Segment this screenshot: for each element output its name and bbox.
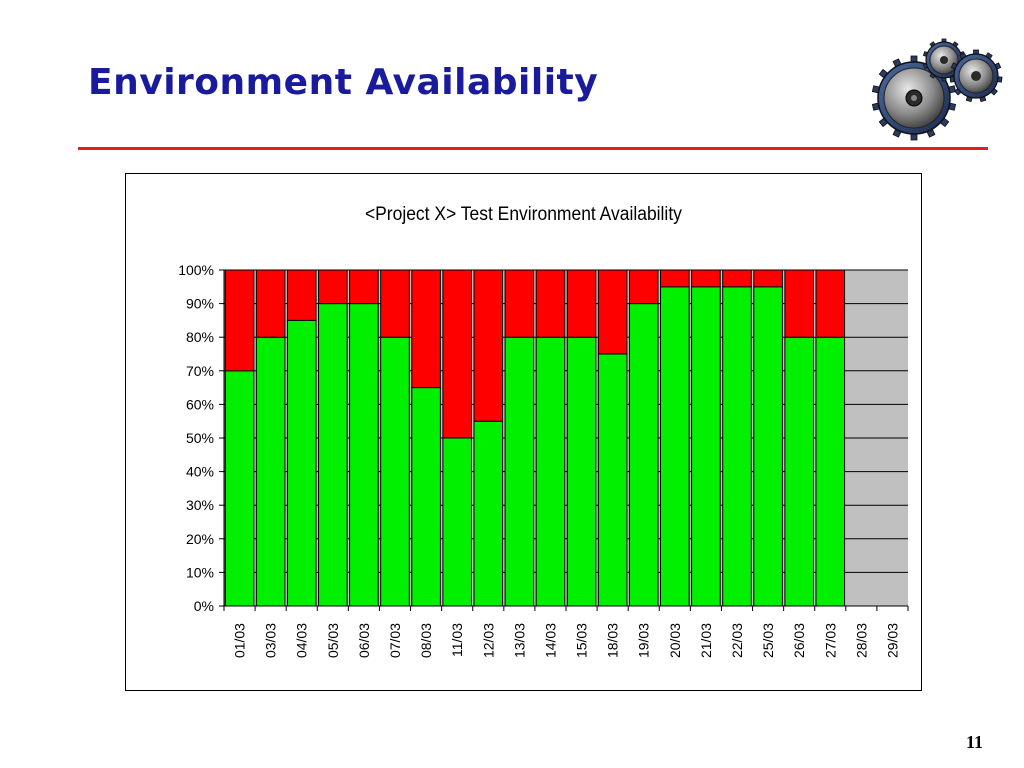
x-tick-label: 01/03 bbox=[232, 623, 248, 658]
bar-available bbox=[411, 387, 441, 607]
bar-unavailable bbox=[597, 269, 628, 355]
bar-available bbox=[628, 303, 659, 607]
x-tick-label: 27/03 bbox=[822, 623, 838, 658]
x-tick-label: 05/03 bbox=[325, 623, 341, 658]
y-tick-label: 100% bbox=[178, 262, 214, 278]
y-tick-label: 80% bbox=[186, 329, 214, 345]
bar-available bbox=[224, 370, 255, 607]
x-tick-label: 08/03 bbox=[418, 623, 434, 658]
availability-chart: <Project X> Test Environment Availabilit… bbox=[178, 202, 909, 658]
bar-available bbox=[504, 336, 535, 607]
bar-available bbox=[753, 286, 783, 607]
x-tick-label: 22/03 bbox=[729, 623, 745, 658]
bar-available bbox=[535, 336, 566, 607]
bar-unavailable bbox=[473, 269, 504, 422]
bar-available bbox=[286, 319, 317, 607]
y-tick-label: 40% bbox=[186, 464, 214, 480]
bar-unavailable bbox=[722, 269, 752, 288]
bar-unavailable bbox=[411, 269, 441, 389]
bar-unavailable bbox=[380, 269, 410, 338]
y-tick-label: 50% bbox=[186, 430, 214, 446]
x-tick-label: 25/03 bbox=[760, 623, 776, 658]
y-tick-label: 30% bbox=[186, 497, 214, 513]
x-tick-label: 19/03 bbox=[636, 623, 652, 658]
chart-frame: <Project X> Test Environment Availabilit… bbox=[125, 173, 922, 691]
bar-available bbox=[473, 420, 504, 607]
bar-unavailable bbox=[318, 269, 348, 305]
x-tick-label: 07/03 bbox=[387, 623, 403, 658]
bar-unavailable bbox=[753, 269, 783, 288]
x-tick-label: 28/03 bbox=[853, 623, 869, 658]
bar-unavailable bbox=[691, 269, 721, 288]
bar-unavailable bbox=[784, 269, 814, 338]
bar-unavailable bbox=[224, 269, 255, 372]
x-tick-label: 18/03 bbox=[605, 623, 621, 658]
bar-unavailable bbox=[442, 269, 472, 439]
gears-icon bbox=[871, 38, 1003, 141]
x-tick-label: 12/03 bbox=[480, 623, 496, 658]
bar-unavailable bbox=[349, 269, 379, 305]
chart-title: <Project X> Test Environment Availabilit… bbox=[365, 202, 683, 224]
bar-unavailable bbox=[535, 269, 566, 338]
page-number: 11 bbox=[966, 732, 984, 752]
bar-unavailable bbox=[628, 269, 659, 305]
slide-title: Environment Availability bbox=[88, 62, 599, 103]
bar-available bbox=[255, 336, 286, 607]
bar-unavailable bbox=[504, 269, 535, 338]
bar-available bbox=[691, 286, 721, 607]
bar-available bbox=[722, 286, 752, 607]
x-tick-label: 21/03 bbox=[698, 623, 714, 658]
bar-unavailable bbox=[660, 269, 690, 288]
bar-available bbox=[318, 303, 348, 607]
x-tick-label: 26/03 bbox=[791, 623, 807, 658]
y-tick-label: 10% bbox=[186, 564, 214, 580]
x-tick-label: 20/03 bbox=[667, 623, 683, 658]
bar-available bbox=[442, 437, 472, 607]
x-tick-label: 14/03 bbox=[542, 623, 558, 658]
y-tick-label: 90% bbox=[186, 296, 214, 312]
bar-available bbox=[660, 286, 690, 607]
y-tick-label: 60% bbox=[186, 396, 214, 412]
x-tick-label: 29/03 bbox=[884, 623, 900, 658]
bar-available bbox=[784, 336, 814, 607]
y-tick-label: 0% bbox=[194, 598, 214, 614]
x-tick-label: 06/03 bbox=[356, 623, 372, 658]
x-tick-label: 03/03 bbox=[263, 623, 279, 658]
x-tick-label: 13/03 bbox=[511, 623, 527, 658]
bar-available bbox=[380, 336, 410, 607]
y-tick-label: 20% bbox=[186, 531, 214, 547]
bar-unavailable bbox=[286, 269, 317, 321]
title-divider bbox=[78, 147, 988, 150]
x-tick-label: 15/03 bbox=[574, 623, 590, 658]
bar-available bbox=[815, 336, 846, 607]
x-tick-label: 04/03 bbox=[294, 623, 310, 658]
y-tick-label: 70% bbox=[186, 363, 214, 379]
bar-unavailable bbox=[815, 269, 846, 338]
bar-unavailable bbox=[255, 269, 286, 338]
bar-unavailable bbox=[566, 269, 597, 338]
bar-available bbox=[597, 353, 628, 607]
bar-available bbox=[349, 303, 379, 607]
x-tick-label: 11/03 bbox=[449, 623, 465, 657]
bar-available bbox=[566, 336, 597, 607]
